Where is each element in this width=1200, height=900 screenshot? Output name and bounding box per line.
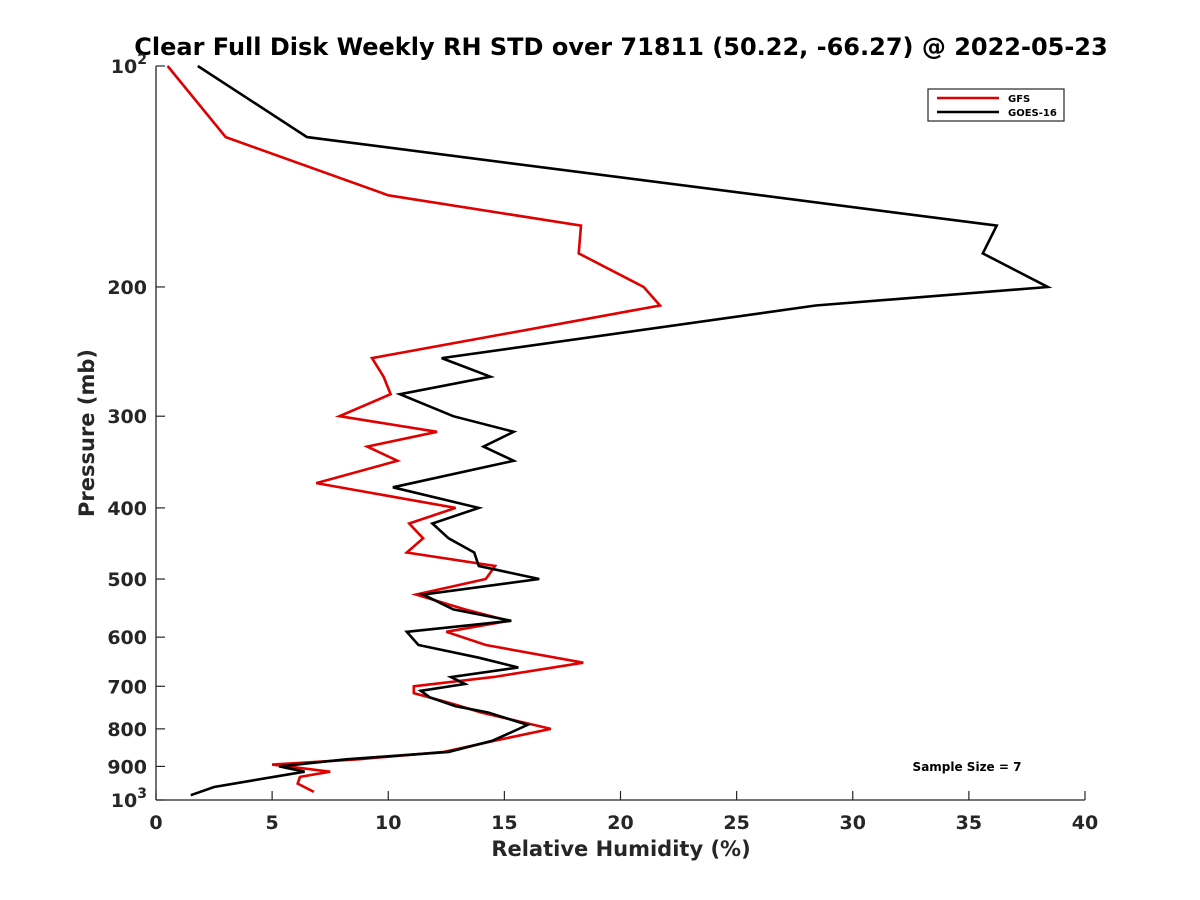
plot-area: 0 5 10 15 20 25 30 35 40 102 200 300 400 500 600 700 800… — [107, 52, 1098, 834]
x-tick-label: 30 — [840, 812, 866, 834]
y-tick-label: 300 — [107, 406, 147, 428]
y-tick-label: 500 — [107, 569, 147, 591]
x-tick-label: 40 — [1072, 812, 1098, 834]
x-tick-label: 10 — [375, 812, 401, 834]
y-tick-label: 103 — [111, 786, 147, 812]
y-axis-label: Pressure (mb) — [75, 349, 99, 517]
y-tick-label: 600 — [107, 627, 147, 649]
legend: GFS GOES-16 — [927, 88, 1065, 122]
legend-box — [927, 88, 1065, 122]
y-tick-label: 800 — [107, 719, 147, 741]
x-tick-label: 5 — [266, 812, 279, 834]
y-tick-label: 700 — [107, 676, 147, 698]
x-tick-label: 25 — [723, 812, 749, 834]
y-tick-label: 102 — [111, 52, 147, 78]
y-tick-label: 400 — [107, 498, 147, 520]
x-tick-label: 20 — [607, 812, 633, 834]
legend-label-gfs: GFS — [1008, 94, 1030, 105]
sample-size-annotation: Sample Size = 7 — [913, 760, 1022, 774]
y-tick-label: 200 — [107, 277, 147, 299]
x-axis-label: Relative Humidity (%) — [491, 837, 750, 861]
series-line-goes-16 — [190, 64, 1053, 797]
x-tick-label: 35 — [956, 812, 982, 834]
x-tick-label: 0 — [149, 812, 162, 834]
chart-title: Clear Full Disk Weekly RH STD over 71811… — [134, 33, 1107, 61]
legend-label-goes-16: GOES-16 — [1008, 108, 1057, 119]
x-tick-label: 15 — [491, 812, 517, 834]
y-tick-label: 900 — [107, 756, 147, 778]
